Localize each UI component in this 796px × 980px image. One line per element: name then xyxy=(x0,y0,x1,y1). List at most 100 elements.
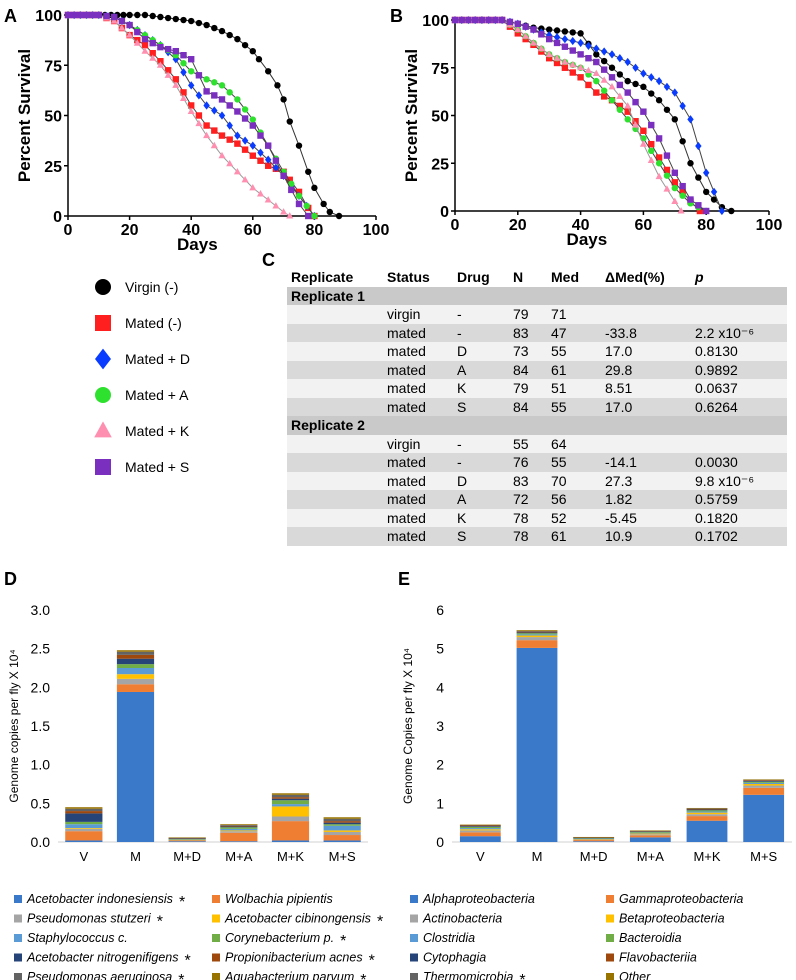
data-point xyxy=(218,27,226,35)
bar-segment xyxy=(629,834,671,836)
data-point xyxy=(663,166,671,174)
table-cell xyxy=(287,434,383,453)
data-point xyxy=(172,81,180,88)
table-cell: D xyxy=(453,471,509,490)
legend-swatch xyxy=(14,973,22,980)
table-cell xyxy=(287,527,383,546)
table-cell: 0.1820 xyxy=(691,508,787,527)
data-point xyxy=(687,160,694,167)
data-point xyxy=(256,190,265,197)
legend-label: Clostridia xyxy=(423,931,475,945)
y-tick-label: 1.5 xyxy=(31,718,51,734)
data-point xyxy=(640,108,647,115)
bar-segment xyxy=(686,810,728,812)
table-section-row: Replicate 1 xyxy=(287,286,787,305)
legend-swatch xyxy=(410,953,418,962)
y-tick-label: 25 xyxy=(44,159,62,176)
series-mated_k xyxy=(64,11,294,219)
data-point xyxy=(647,156,655,163)
data-point xyxy=(655,160,663,167)
data-point xyxy=(471,16,479,24)
bar-segment xyxy=(220,825,258,827)
bar-segment xyxy=(516,634,558,636)
legend-label: Gammaproteobacteria xyxy=(619,892,743,906)
header-med: Med xyxy=(547,268,601,287)
legend-item: Staphylococcus c. xyxy=(14,931,128,945)
table-cell xyxy=(287,508,383,527)
data-point xyxy=(249,116,256,123)
bar-segment xyxy=(168,839,206,840)
legend-swatch xyxy=(410,895,418,903)
table-cell: 83 xyxy=(509,323,547,342)
data-point xyxy=(695,174,702,181)
bar-segment xyxy=(516,635,558,638)
data-point xyxy=(241,175,249,183)
data-point xyxy=(234,108,241,115)
table-cell: 0.6264 xyxy=(691,397,787,416)
bar-segment xyxy=(743,782,785,784)
bar-segment xyxy=(271,816,310,822)
table-cell: 61 xyxy=(547,360,601,379)
data-point xyxy=(133,39,141,46)
data-point xyxy=(95,315,111,331)
data-point xyxy=(703,168,710,177)
data-point xyxy=(234,140,241,147)
header-dmed: ΔMed(%) xyxy=(601,268,691,287)
bar-segment xyxy=(271,793,310,795)
y-tick-label: 0.0 xyxy=(31,834,51,850)
bar-segment xyxy=(743,780,785,781)
bar-segment xyxy=(459,828,501,830)
x-tick-label: 0 xyxy=(451,217,460,234)
data-point xyxy=(180,52,187,59)
data-point xyxy=(671,88,678,97)
table-cell: 0.1702 xyxy=(691,527,787,546)
data-point xyxy=(600,76,608,83)
bar-segment xyxy=(629,833,671,835)
data-point xyxy=(728,207,735,215)
legend-item: Gammaproteobacteria xyxy=(606,892,743,906)
table-cell: - xyxy=(453,305,509,324)
data-point xyxy=(648,147,655,155)
data-point xyxy=(632,80,639,88)
bar-segment xyxy=(573,838,615,840)
data-point xyxy=(663,152,671,159)
data-point xyxy=(624,116,631,123)
x-tick-label: 40 xyxy=(182,222,200,239)
table-cell: 78 xyxy=(509,527,547,546)
data-point xyxy=(126,21,133,29)
bar-segment xyxy=(743,779,785,781)
bar-segment xyxy=(116,678,155,685)
data-point xyxy=(157,58,164,65)
data-point xyxy=(195,72,203,79)
x-tick-label: 20 xyxy=(509,217,527,234)
data-point xyxy=(195,91,203,100)
legend-label: Virgin (-) xyxy=(125,279,178,295)
table-cell: 27.3 xyxy=(601,471,691,490)
panel-label-e: E xyxy=(398,569,410,589)
data-point xyxy=(226,159,234,167)
data-point xyxy=(585,81,592,89)
table-cell: mated xyxy=(383,527,453,546)
x-tick-label: 80 xyxy=(306,222,324,239)
series-line xyxy=(68,14,291,217)
data-point xyxy=(305,212,312,220)
table-cell: A xyxy=(453,490,509,509)
data-point xyxy=(110,17,118,24)
data-point xyxy=(210,141,218,149)
bar-segment xyxy=(116,664,155,668)
data-point xyxy=(663,106,671,113)
data-point xyxy=(95,459,111,475)
bar-segment xyxy=(220,828,258,831)
bar-segment xyxy=(271,804,310,807)
data-point xyxy=(295,192,303,200)
table-cell: 56 xyxy=(547,490,601,509)
bar-segment xyxy=(116,668,155,675)
panel-label-c: C xyxy=(262,250,275,270)
legend-label: Alphaproteobacteria xyxy=(422,892,535,906)
table-cell: 83 xyxy=(509,471,547,490)
bar-segment xyxy=(220,824,258,826)
data-point xyxy=(265,155,272,164)
data-point xyxy=(616,102,624,110)
legend-star: * xyxy=(340,933,346,950)
data-point xyxy=(95,348,111,370)
